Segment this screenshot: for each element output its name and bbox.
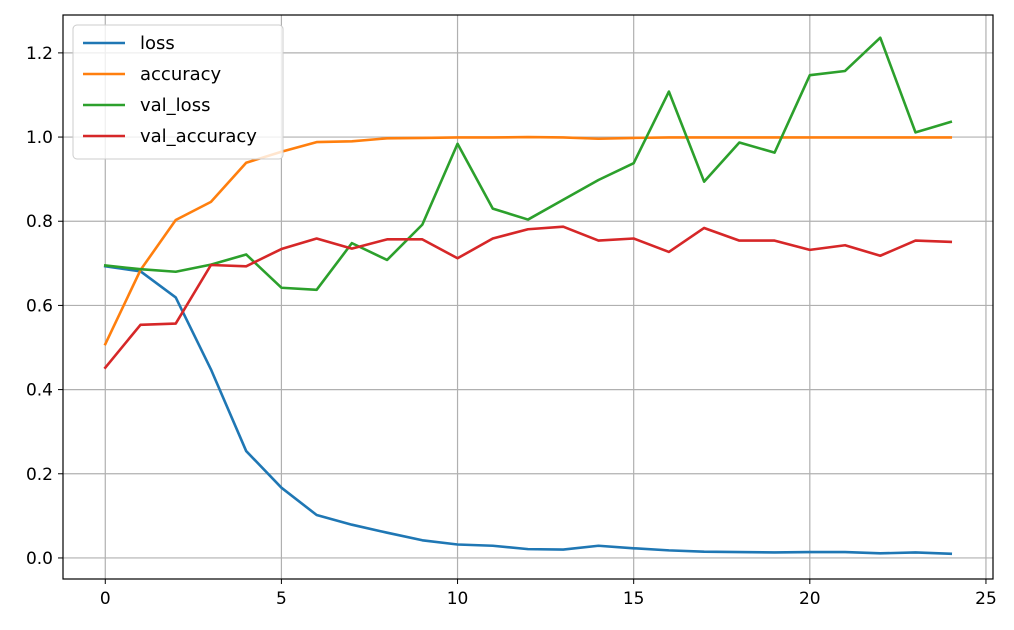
x-tick-label: 25 [975,589,997,609]
series-line-accuracy [103,135,953,346]
y-tick-label: 0.6 [26,296,53,316]
series-line-loss [103,264,953,556]
legend: loss accuracy val_loss val_accuracy [72,24,284,160]
x-tick-label: 15 [623,589,645,609]
x-tick-label: 5 [276,589,287,609]
y-tick-label: 0.8 [26,212,53,232]
x-tick-label: 10 [447,589,469,609]
legend-label: val_loss [140,95,210,116]
x-tick-label: 0 [100,589,111,609]
series-line-val-loss [103,36,953,292]
y-tick-label: 1.2 [26,44,53,64]
axis-ticks: 0 5 10 15 20 25 0.0 0.2 0.4 0.6 0.8 1.0 1.2 [26,44,997,609]
y-tick-label: 0.4 [26,381,53,401]
series-lines [103,36,953,556]
legend-label: accuracy [140,64,222,85]
x-tick-label: 20 [799,589,821,609]
legend-label: val_accuracy [140,126,257,147]
grid [63,15,993,579]
y-tick-label: 0.2 [26,465,53,485]
legend-box [72,24,284,160]
y-tick-label: 0.0 [26,549,53,569]
axes-frame [62,14,994,580]
legend-label: loss [140,33,175,54]
y-tick-label: 1.0 [26,128,53,148]
series-line-val-accuracy [103,225,953,370]
